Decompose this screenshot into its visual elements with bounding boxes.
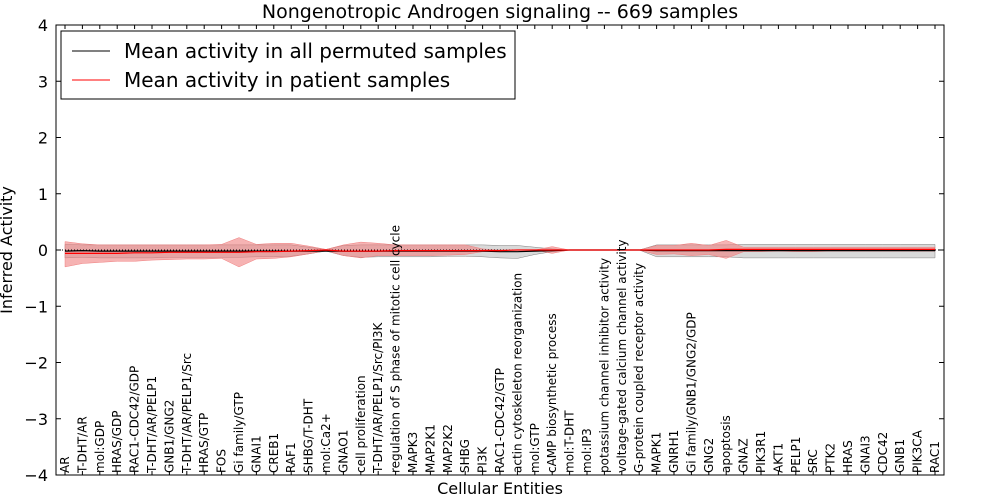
category-label: Gi family/GTP bbox=[232, 392, 246, 473]
category-label: SRC bbox=[806, 449, 820, 473]
category-label: PTK2 bbox=[824, 443, 838, 473]
category-label: MAPK1 bbox=[650, 432, 664, 473]
category-label: voltage-gated calcium channel activity bbox=[615, 239, 629, 473]
category-label: regulation of S phase of mitotic cell cy… bbox=[389, 225, 403, 473]
category-label: T-DHT/AR/PELP1/Src bbox=[180, 353, 194, 474]
category-label: PI3K bbox=[476, 446, 490, 473]
y-tick-label: −1 bbox=[24, 297, 48, 316]
category-label: T-DHT/AR/PELP1/Src/PI3K bbox=[371, 321, 385, 474]
category-label: GNG2 bbox=[702, 438, 716, 473]
category-label: CREB1 bbox=[267, 433, 281, 473]
y-tick-label: 0 bbox=[38, 241, 48, 260]
y-tick-label: 3 bbox=[38, 72, 48, 91]
category-label: RAC1 bbox=[928, 441, 942, 473]
x-axis-label: Cellular Entities bbox=[437, 479, 563, 498]
category-label: cell proliferation bbox=[354, 375, 368, 473]
category-label: RAF1 bbox=[284, 442, 298, 473]
category-label: HRAS/GDP bbox=[110, 410, 124, 473]
series-line-permuted bbox=[64, 249, 935, 253]
legend: Mean activity in all permuted samples Me… bbox=[60, 30, 516, 100]
y-tick-label: 2 bbox=[38, 129, 48, 148]
y-tick-label: 4 bbox=[38, 16, 48, 35]
category-label: RAC1-CDC42/GDP bbox=[128, 366, 142, 473]
category-label: PIK3R1 bbox=[754, 431, 768, 473]
category-label: mol:GDP bbox=[93, 421, 107, 473]
category-label: mol:T-DHT bbox=[563, 410, 577, 473]
chart-title: Nongenotropic Androgen signaling -- 669 … bbox=[262, 1, 738, 23]
category-labels: AR T-DHT/AR mol:GDP HRAS/GDP RAC1-CDC42/GDP T… bbox=[58, 225, 942, 474]
category-label: CDC42 bbox=[876, 432, 890, 473]
category-label: PIK3CA bbox=[911, 429, 925, 473]
legend-label-permuted: Mean activity in all permuted samples bbox=[124, 39, 507, 63]
category-label: GNAO1 bbox=[336, 430, 350, 473]
category-label: mol:IP3 bbox=[580, 428, 594, 473]
series-lines bbox=[64, 248, 935, 254]
category-label: potassium channel inhibitor activity bbox=[597, 258, 611, 473]
series-line-patient bbox=[65, 248, 935, 254]
category-label: HRAS/GTP bbox=[197, 413, 211, 473]
category-label: mol:GTP bbox=[528, 423, 542, 473]
category-label: FOS bbox=[215, 449, 229, 473]
category-label: MAP2K2 bbox=[441, 424, 455, 473]
category-label: GNAZ bbox=[737, 438, 751, 473]
category-label: SHBG bbox=[458, 439, 472, 473]
category-label: mol:Ca2+ bbox=[319, 413, 333, 473]
category-label: actin cytoskeleton reorganization bbox=[510, 273, 524, 473]
y-axis-label: Inferred Activity bbox=[0, 186, 16, 314]
category-label: SHBG/T-DHT bbox=[302, 398, 316, 473]
category-label: MAP2K1 bbox=[423, 424, 437, 473]
x-axis-ticks bbox=[64, 25, 936, 475]
category-label: T-DHT/AR/PELP1 bbox=[145, 376, 159, 474]
category-label: T-DHT/AR bbox=[75, 416, 89, 474]
y-tick-label: −4 bbox=[24, 466, 48, 485]
y-tick-label: −2 bbox=[24, 354, 48, 373]
category-label: apoptosis bbox=[719, 415, 733, 473]
category-label: RAC1-CDC42/GTP bbox=[493, 368, 507, 473]
y-tick-label: 1 bbox=[38, 185, 48, 204]
category-label: G-protein coupled receptor activity bbox=[632, 263, 646, 473]
category-label: GNB1 bbox=[893, 439, 907, 473]
category-label: Gi family/GNB1/GNG2/GDP bbox=[684, 312, 698, 473]
legend-label-patient: Mean activity in patient samples bbox=[124, 68, 450, 92]
y-axis-ticks: −4 −3 −2 −1 0 1 2 3 4 bbox=[24, 16, 944, 485]
category-label: cAMP biosynthetic process bbox=[545, 313, 559, 473]
category-label: GNB1/GNG2 bbox=[162, 400, 176, 473]
category-label: HRAS bbox=[841, 440, 855, 473]
category-label: AR bbox=[58, 456, 72, 473]
y-tick-label: −3 bbox=[24, 410, 48, 429]
category-label: AKT1 bbox=[771, 443, 785, 473]
category-label: GNAI1 bbox=[249, 435, 263, 473]
category-label: GNAI3 bbox=[858, 435, 872, 473]
category-label: GNRH1 bbox=[667, 430, 681, 473]
category-label: MAPK3 bbox=[406, 432, 420, 473]
legend-box bbox=[60, 30, 516, 100]
category-label: PELP1 bbox=[789, 437, 803, 473]
